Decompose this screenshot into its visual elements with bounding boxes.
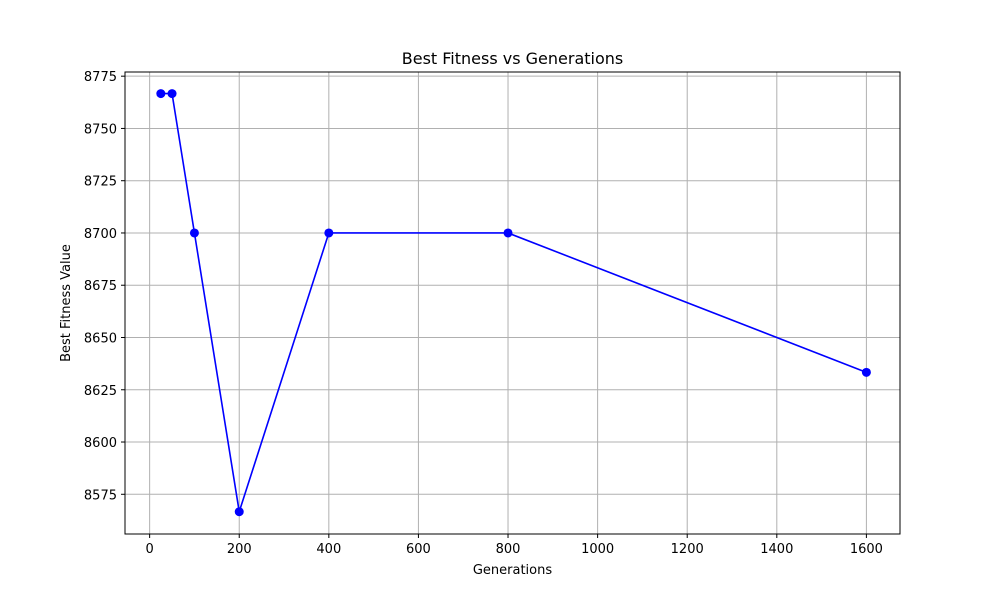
chart-title: Best Fitness vs Generations [402,49,624,68]
series-line [160,92,867,512]
y-tick-label: 8675 [84,279,117,294]
data-point-marker [167,89,177,99]
data-point-marker [861,367,871,377]
y-tick-label: 8575 [84,488,117,503]
y-tick-label: 8600 [84,436,117,451]
plot-frame [124,71,901,535]
x-tick-label: 200 [227,542,252,557]
data-point-marker [234,507,244,517]
data-point-marker [189,228,199,238]
x-tick-label: 1600 [850,542,883,557]
x-tick-label: 400 [316,542,341,557]
x-tick-label: 600 [406,542,431,557]
x-tick-label: 1200 [671,542,704,557]
y-tick-label: 8625 [84,384,117,399]
y-tick-label: 8725 [84,175,117,190]
x-tick-label: 1000 [581,542,614,557]
x-tick-label: 1400 [760,542,793,557]
grid [125,72,900,534]
y-axis-label: Best Fitness Value [59,244,74,362]
x-tick-label: 0 [145,542,153,557]
data-point-marker [156,89,166,99]
series [156,89,871,517]
y-tick-label: 8750 [84,122,117,137]
data-point-marker [324,228,334,238]
x-axis-label: Generations [473,563,553,578]
y-tick-label: 8700 [84,227,117,242]
x-tick-label: 800 [496,542,521,557]
axis-ticks: 0 200 400 600 800 1000 1200 1400 1600 8575 8600 862… [84,70,883,557]
y-tick-label: 8775 [84,70,117,85]
data-point-marker [503,228,513,238]
y-tick-label: 8650 [84,331,117,346]
